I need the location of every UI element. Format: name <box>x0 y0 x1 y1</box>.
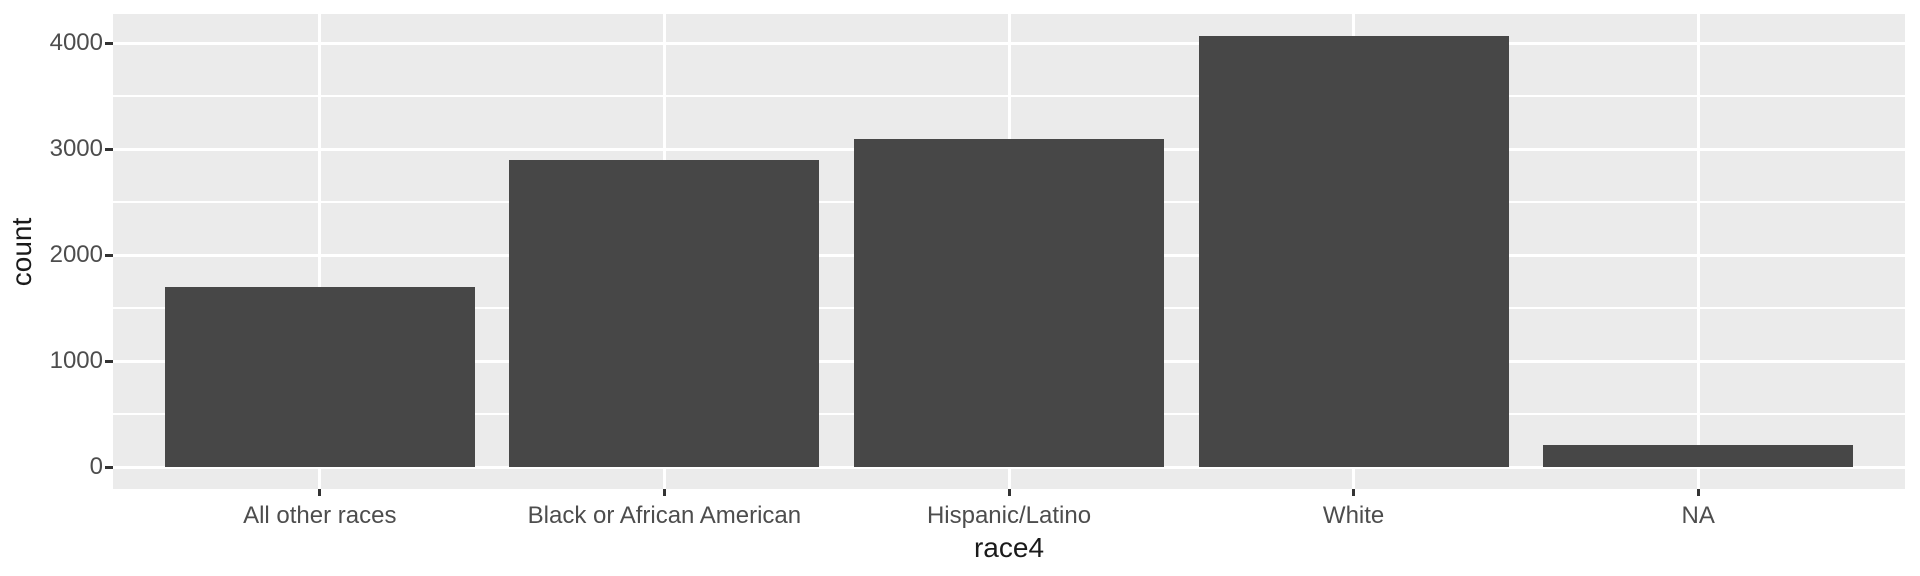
x-tick-label: NA <box>1681 502 1715 529</box>
y-tick-mark <box>105 147 113 151</box>
y-tick-mark <box>105 465 113 469</box>
y-tick-label: 4000 <box>49 29 103 57</box>
x-tick-label: White <box>1322 502 1385 529</box>
bar <box>509 159 820 468</box>
bar <box>853 138 1165 468</box>
bar <box>164 287 475 468</box>
x-tick-label: Hispanic/Latino <box>926 502 1092 529</box>
x-tick-label: Black or African American <box>527 502 802 529</box>
y-tick-label: 1000 <box>49 347 103 375</box>
x-tick-mark <box>1007 489 1011 496</box>
y-tick-mark <box>105 41 113 45</box>
x-tick-mark <box>318 489 322 496</box>
x-tick-label: All other races <box>243 502 397 529</box>
gridline-major-x <box>1696 14 1700 489</box>
gridline-major-x <box>318 14 322 489</box>
y-tick-label: 3000 <box>49 135 103 163</box>
x-tick-mark <box>1696 489 1700 496</box>
bar <box>1198 35 1509 468</box>
y-tick-label: 2000 <box>49 241 103 269</box>
x-tick-mark <box>1352 489 1356 496</box>
y-tick-mark <box>105 359 113 363</box>
y-tick-mark <box>105 253 113 257</box>
bar <box>1543 445 1854 468</box>
x-tick-mark <box>662 489 666 496</box>
y-axis-title: count <box>6 217 37 286</box>
y-tick-label: 0 <box>89 453 103 481</box>
x-axis-title: race4 <box>973 532 1045 563</box>
